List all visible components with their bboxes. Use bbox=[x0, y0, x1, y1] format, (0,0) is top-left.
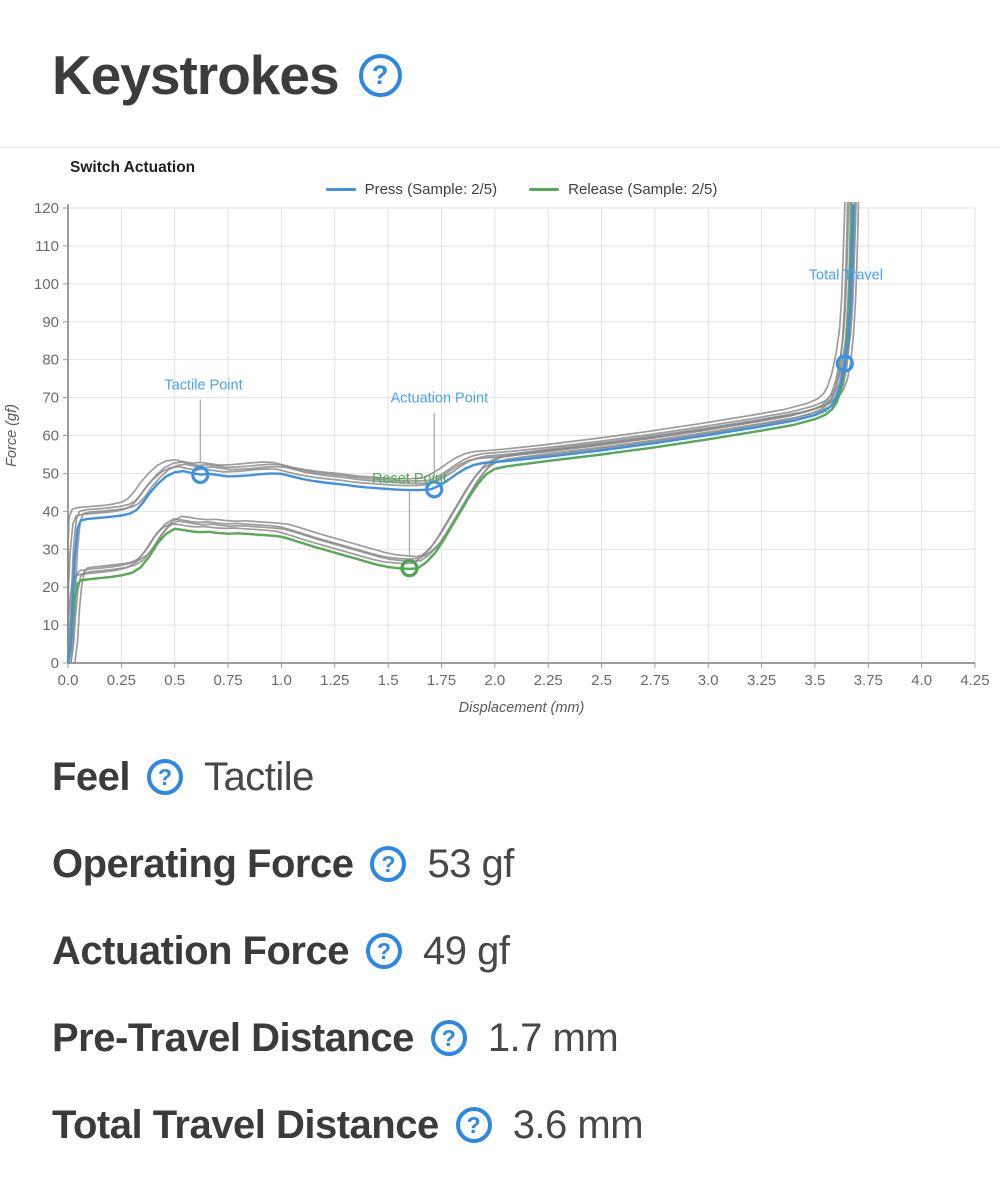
stat-row-feel: Feel ? Tactile bbox=[52, 752, 643, 802]
chart-title: Switch Actuation bbox=[70, 159, 196, 176]
y-tick-label: 30 bbox=[42, 541, 59, 558]
x-tick-label: 0.25 bbox=[107, 672, 136, 689]
actuation-label: Actuation Point bbox=[391, 391, 489, 407]
gray-release-sample-curve bbox=[70, 202, 856, 664]
help-icon[interactable]: ? bbox=[455, 1107, 492, 1143]
y-tick-label: 40 bbox=[42, 503, 59, 520]
gray-press-sample-curve bbox=[67, 202, 846, 663]
help-icon[interactable]: ? bbox=[370, 846, 407, 882]
release-curve bbox=[67, 204, 854, 664]
help-icon[interactable]: ? bbox=[147, 759, 184, 795]
y-tick-label: 20 bbox=[42, 579, 59, 596]
x-tick-label: 2.25 bbox=[534, 672, 563, 689]
x-tick-label: 3.25 bbox=[747, 672, 776, 689]
stat-value: 49 gf bbox=[422, 928, 510, 973]
gray-release-sample-curve bbox=[67, 202, 852, 664]
legend-item-press: Press (Sample: 2/5) bbox=[325, 181, 498, 198]
legend-item-release: Release (Sample: 2/5) bbox=[529, 181, 717, 198]
press-line-swatch bbox=[325, 187, 356, 192]
x-tick-label: 3.75 bbox=[854, 672, 883, 689]
question-mark-glyph: ? bbox=[441, 1024, 456, 1051]
y-tick-label: 90 bbox=[42, 314, 59, 331]
help-icon[interactable]: ? bbox=[358, 53, 402, 97]
section-header: Keystrokes ? bbox=[52, 42, 402, 108]
total-travel-label: Total Travel bbox=[809, 267, 883, 283]
help-icon[interactable]: ? bbox=[430, 1020, 467, 1056]
y-tick-label: 50 bbox=[42, 465, 59, 482]
y-tick-label: 110 bbox=[35, 238, 59, 255]
release-line-swatch bbox=[529, 187, 560, 192]
y-tick-label: 60 bbox=[42, 428, 59, 445]
y-tick-label: 70 bbox=[42, 390, 59, 407]
help-icon[interactable]: ? bbox=[365, 933, 402, 969]
tactile-label: Tactile Point bbox=[164, 377, 242, 393]
y-tick-label: 100 bbox=[34, 276, 59, 293]
x-tick-label: 2.75 bbox=[640, 672, 669, 689]
y-tick-label: 80 bbox=[42, 352, 59, 369]
x-tick-label: 4.25 bbox=[960, 672, 989, 689]
x-tick-label: 1.5 bbox=[378, 672, 399, 689]
reset-label: Reset Point bbox=[372, 471, 447, 487]
stat-row-operating-force: Operating Force ? 53 gf bbox=[52, 839, 643, 889]
question-mark-glyph: ? bbox=[381, 850, 396, 877]
x-tick-label: 0.0 bbox=[58, 672, 79, 689]
x-tick-label: 2.0 bbox=[484, 672, 505, 689]
stat-label: Feel bbox=[52, 754, 131, 799]
curves-group bbox=[67, 202, 860, 664]
question-mark-glyph: ? bbox=[466, 1111, 481, 1138]
question-mark-glyph: ? bbox=[158, 763, 173, 790]
stat-value: Tactile bbox=[204, 754, 314, 799]
page-title: Keystrokes bbox=[52, 44, 340, 106]
stat-value: 1.7 mm bbox=[487, 1015, 619, 1060]
legend-label: Press (Sample: 2/5) bbox=[364, 181, 498, 198]
stat-row-total-travel-distance: Total Travel Distance ? 3.6 mm bbox=[52, 1100, 644, 1150]
stats-list: Feel ? Tactile Operating Force ? 53 gf A… bbox=[52, 752, 644, 1187]
y-tick-label: 120 bbox=[34, 200, 59, 217]
stat-value: 3.6 mm bbox=[512, 1102, 644, 1147]
y-tick-label: 10 bbox=[42, 617, 59, 634]
x-tick-label: 1.0 bbox=[271, 672, 292, 689]
gray-press-sample-curve bbox=[69, 202, 858, 664]
question-mark-glyph: ? bbox=[376, 937, 392, 964]
section-divider bbox=[0, 147, 1000, 148]
x-tick-label: 4.0 bbox=[911, 672, 932, 689]
gray-press-sample-curve bbox=[67, 202, 854, 664]
stat-row-actuation-force: Actuation Force ? 49 gf bbox=[52, 926, 643, 976]
stat-label: Total Travel Distance bbox=[52, 1102, 439, 1147]
stat-label: Pre-Travel Distance bbox=[52, 1015, 414, 1060]
x-tick-label: 0.5 bbox=[164, 672, 185, 689]
total-travel-marker bbox=[835, 354, 854, 373]
question-mark-glyph: ? bbox=[371, 59, 389, 90]
stat-label: Operating Force bbox=[52, 841, 354, 886]
stat-row-pre-travel-distance: Pre-Travel Distance ? 1.7 mm bbox=[52, 1013, 643, 1063]
x-tick-label: 1.75 bbox=[427, 672, 456, 689]
x-tick-label: 3.0 bbox=[698, 672, 719, 689]
chart-legend: Press (Sample: 2/5) Release (Sample: 2/5… bbox=[68, 181, 975, 198]
legend-label: Release (Sample: 2/5) bbox=[568, 181, 718, 198]
x-tick-label: 0.75 bbox=[213, 672, 242, 689]
switch-actuation-plot: 0.0 0.25 0.5 0.75 1.0 1.25 1.5 1.75 2.0 2.25 2.5 2.… bbox=[4, 200, 990, 716]
tactile-marker bbox=[191, 465, 210, 485]
stat-label: Actuation Force bbox=[52, 928, 349, 973]
x-tick-label: 1.25 bbox=[320, 672, 349, 689]
actuation-marker bbox=[425, 480, 444, 499]
reset-marker bbox=[400, 559, 419, 578]
x-tick-label: 2.5 bbox=[591, 672, 612, 689]
press-curve bbox=[67, 204, 855, 664]
stat-value: 53 gf bbox=[427, 841, 514, 886]
y-axis-title: Force (gf) bbox=[4, 404, 20, 467]
x-axis-title: Displacement (mm) bbox=[459, 700, 585, 716]
x-tick-label: 3.5 bbox=[805, 672, 826, 689]
y-tick-label: 0 bbox=[51, 655, 59, 672]
gray-release-sample-curve bbox=[73, 202, 860, 664]
